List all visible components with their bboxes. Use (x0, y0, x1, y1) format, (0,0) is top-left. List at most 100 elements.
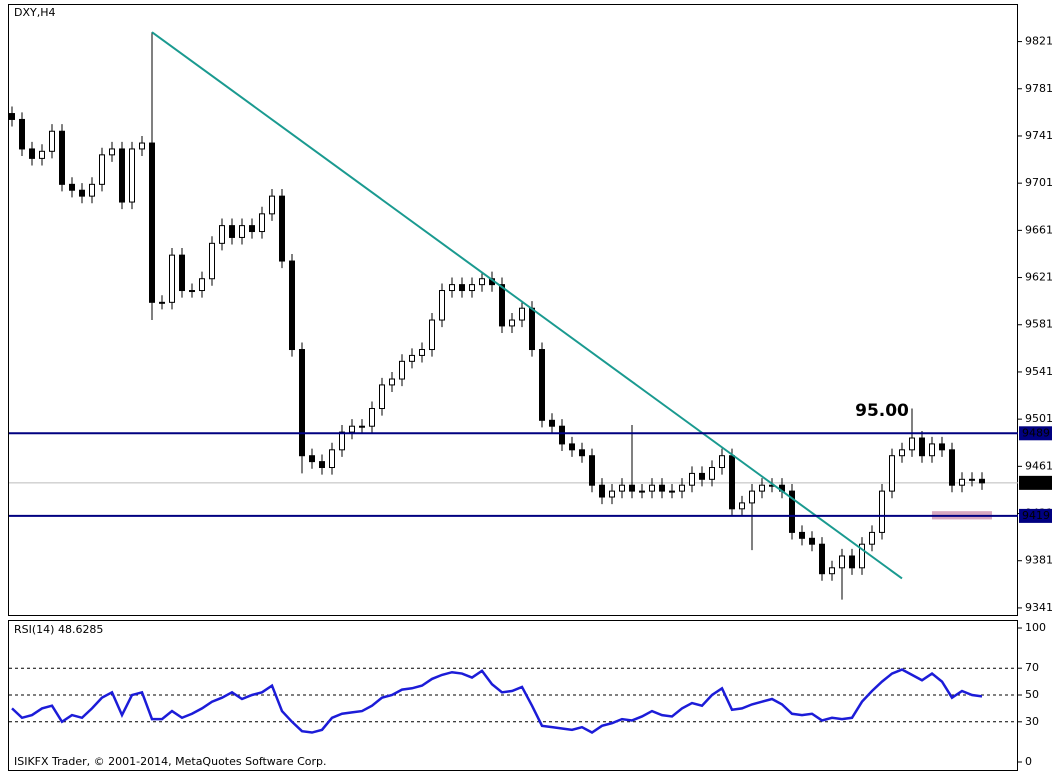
price-label-box (1019, 475, 1052, 490)
candle-body (519, 307, 525, 321)
candle-body (539, 349, 545, 421)
candle-body (289, 260, 295, 351)
candle-body (749, 490, 755, 504)
y-tick-label: 70 (1025, 661, 1039, 674)
candle-body (649, 484, 655, 492)
candle-body (849, 555, 855, 569)
candle-body (579, 449, 585, 457)
candle-body (269, 195, 275, 215)
y-tick-label: 30 (1025, 715, 1039, 728)
candle-body (329, 449, 335, 469)
candle-body (469, 284, 475, 292)
candle-body (109, 148, 115, 156)
candle-body (129, 148, 135, 203)
candle-body (599, 484, 605, 498)
candle-body (369, 408, 375, 427)
candle-body (229, 225, 235, 238)
candle-body (609, 490, 615, 498)
candle-body (889, 455, 895, 492)
candle-body (239, 225, 245, 238)
candle-body (339, 431, 345, 451)
candle-body (139, 142, 145, 150)
candle-body (219, 225, 225, 244)
candle-body (19, 118, 25, 150)
y-tick-label: 9541 (1025, 365, 1052, 378)
level-label: 9419 (1022, 509, 1050, 522)
candle-body (709, 467, 715, 480)
candle-body (919, 437, 925, 457)
chart-title: DXY,H4 (14, 6, 56, 19)
y-tick-label: 9661 (1025, 223, 1052, 236)
y-tick-label: 0 (1025, 755, 1032, 768)
rsi-title: RSI(14) 48.6285 (14, 623, 103, 636)
candle-body (159, 301, 165, 304)
rsi-line (11, 668, 983, 734)
candle-body (49, 130, 55, 152)
trendline (151, 31, 903, 580)
candle-body (449, 284, 455, 292)
candle-body (969, 478, 975, 481)
footer: ISIKFX Trader, © 2001-2014, MetaQuotes S… (14, 755, 327, 768)
main-panel (8, 4, 1018, 616)
candle-body (399, 360, 405, 380)
y-tick-label: 9581 (1025, 318, 1052, 331)
y-tick-label: 9381 (1025, 554, 1052, 567)
y-tick-label: 100 (1025, 621, 1046, 634)
candle-body (729, 455, 735, 510)
candle-body (249, 225, 255, 233)
candle-body (459, 284, 465, 292)
candle-body (509, 319, 515, 327)
candle-body (179, 254, 185, 292)
candle-body (689, 472, 695, 486)
candle-body (739, 502, 745, 510)
candle-body (149, 142, 155, 303)
candle-body (479, 278, 485, 286)
candle-body (409, 354, 415, 362)
candle-body (899, 449, 905, 457)
candle-body (679, 484, 685, 492)
candle-body (859, 543, 865, 569)
candle-body (819, 543, 825, 575)
y-tick-label: 9741 (1025, 129, 1052, 142)
candle-body (589, 455, 595, 486)
candle-body (99, 154, 105, 185)
candle-body (119, 148, 125, 203)
candle-body (279, 195, 285, 262)
candle-body (659, 484, 665, 492)
candle-body (719, 455, 725, 469)
candle-body (69, 183, 75, 191)
candle-body (349, 425, 355, 433)
candle-body (629, 484, 635, 492)
candle-body (439, 290, 445, 321)
candle-body (309, 455, 315, 463)
y-tick-label: 9461 (1025, 459, 1052, 472)
candle-body (319, 461, 325, 469)
annotation: 95.00 (855, 401, 909, 421)
candle-body (979, 478, 985, 484)
candle-body (29, 148, 35, 159)
candle-body (639, 490, 645, 493)
candle-body (59, 130, 65, 185)
candle-body (789, 490, 795, 533)
candle-body (209, 242, 215, 280)
y-tick-label: 9821 (1025, 35, 1052, 48)
candle-body (669, 490, 675, 493)
candle-body (619, 484, 625, 492)
y-tick-label: 9501 (1025, 412, 1052, 425)
candle-body (959, 478, 965, 486)
candle-body (169, 254, 175, 303)
candle-body (189, 290, 195, 293)
candle-body (839, 555, 845, 569)
level-label: 9489 (1022, 426, 1050, 439)
candle-body (869, 531, 875, 545)
candle-body (759, 484, 765, 492)
candle-body (699, 472, 705, 480)
candle-body (79, 189, 85, 197)
candle-body (929, 443, 935, 457)
candle-body (549, 419, 555, 427)
candle-body (379, 384, 385, 410)
candle-body (389, 378, 395, 386)
candle-body (359, 425, 365, 428)
candle-body (9, 113, 15, 120)
